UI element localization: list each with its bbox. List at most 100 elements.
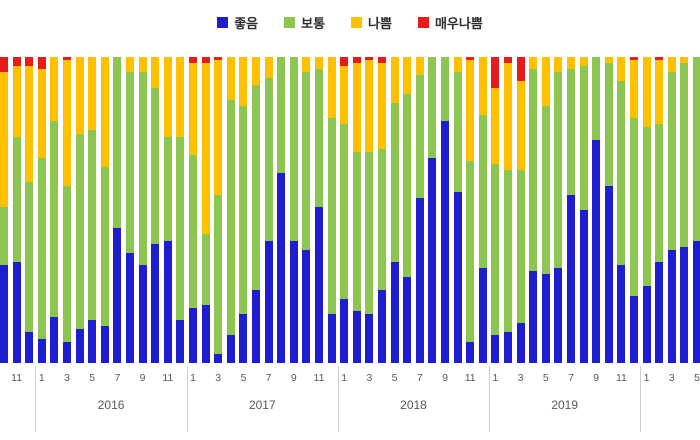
bar-2018-05 bbox=[390, 57, 399, 363]
segment-매우나쁨-2018-11 bbox=[466, 57, 475, 61]
segment-나쁨-2019-11 bbox=[617, 57, 626, 82]
segment-보통-2015-10 bbox=[0, 206, 8, 266]
bar-2018-12 bbox=[478, 57, 487, 363]
segment-보통-2018-02 bbox=[352, 151, 361, 311]
segment-나쁨-2017-01 bbox=[189, 63, 197, 155]
segment-나쁨-2016-06 bbox=[100, 57, 109, 168]
segment-좋음-2018-05 bbox=[390, 262, 399, 363]
bar-2016-02 bbox=[50, 57, 59, 363]
segment-좋음-2019-08 bbox=[579, 209, 588, 363]
segment-보통-2016-10 bbox=[151, 87, 160, 244]
segment-매우나쁨-2019-01 bbox=[491, 57, 500, 88]
segment-나쁨-2016-09 bbox=[138, 57, 147, 73]
segment-보통-2015-12 bbox=[25, 182, 34, 333]
bar-2018-10 bbox=[453, 57, 462, 363]
segment-좋음-2016-09 bbox=[138, 265, 147, 363]
segment-보통-2017-12 bbox=[327, 118, 336, 315]
x-tick-2016-11: 11 bbox=[162, 372, 174, 384]
segment-좋음-2018-09 bbox=[441, 121, 449, 363]
segment-보통-2019-02 bbox=[504, 170, 512, 333]
segment-나쁨-2016-10 bbox=[151, 57, 160, 88]
segment-좋음-2020-02 bbox=[655, 261, 664, 363]
segment-매우나쁨-2019-03 bbox=[516, 57, 525, 82]
segment-나쁨-2016-12 bbox=[176, 57, 185, 137]
segment-나쁨-2018-10 bbox=[453, 57, 462, 73]
segment-좋음-2018-01 bbox=[340, 298, 349, 363]
segment-나쁨-2018-06 bbox=[403, 57, 412, 94]
segment-나쁨-2015-10 bbox=[0, 72, 8, 207]
segment-좋음-2018-11 bbox=[466, 341, 475, 363]
segment-매우나쁨-2019-12 bbox=[630, 57, 638, 61]
chart-plot bbox=[0, 57, 700, 363]
segment-보통-2016-04 bbox=[75, 133, 84, 330]
bar-2017-01 bbox=[189, 57, 197, 363]
segment-보통-2017-10 bbox=[302, 72, 311, 250]
year-label-2019: 2019 bbox=[551, 398, 579, 412]
segment-좋음-2018-08 bbox=[428, 157, 437, 363]
legend-item-1: 보통 bbox=[284, 13, 325, 32]
legend-label: 나쁨 bbox=[368, 16, 392, 31]
segment-보통-2018-11 bbox=[466, 161, 475, 342]
segment-보통-2020-04 bbox=[680, 63, 689, 247]
bar-2016-05 bbox=[88, 57, 97, 363]
segment-나쁨-2016-04 bbox=[75, 57, 84, 134]
segment-좋음-2018-02 bbox=[352, 310, 361, 363]
segment-좋음-2016-02 bbox=[50, 317, 59, 363]
segment-좋음-2019-06 bbox=[554, 268, 563, 363]
segment-보통-2016-12 bbox=[176, 136, 185, 321]
segment-보통-2019-04 bbox=[529, 69, 538, 272]
x-tick-2019-03: 3 bbox=[517, 372, 524, 384]
bar-2018-06 bbox=[403, 57, 412, 363]
segment-좋음-2019-04 bbox=[529, 271, 538, 363]
segment-매우나쁨-2018-03 bbox=[365, 57, 374, 61]
segment-좋음-2018-06 bbox=[403, 277, 412, 363]
segment-나쁨-2019-05 bbox=[541, 57, 550, 106]
segment-좋음-2017-01 bbox=[189, 307, 197, 363]
segment-매우나쁨-2015-10 bbox=[0, 57, 8, 73]
segment-나쁨-2015-11 bbox=[12, 66, 21, 137]
legend: 좋음 보통 나쁨 매우나쁨 bbox=[0, 13, 700, 32]
segment-매우나쁨-2020-02 bbox=[655, 57, 664, 61]
segment-보통-2016-01 bbox=[37, 157, 46, 339]
bar-2017-08 bbox=[277, 57, 286, 363]
segment-좋음-2019-03 bbox=[516, 323, 525, 363]
segment-나쁨-2016-08 bbox=[126, 57, 134, 73]
segment-나쁨-2020-01 bbox=[642, 57, 651, 128]
legend-swatch-icon bbox=[217, 17, 229, 28]
year-divider bbox=[337, 366, 339, 432]
bar-2016-07 bbox=[113, 57, 122, 363]
bar-2015-12 bbox=[25, 57, 34, 363]
legend-item-0: 좋음 bbox=[217, 13, 258, 32]
segment-나쁨-2018-01 bbox=[340, 66, 349, 125]
bar-2019-03 bbox=[516, 57, 525, 363]
segment-나쁨-2019-07 bbox=[567, 57, 575, 70]
segment-좋음-2016-08 bbox=[126, 252, 134, 363]
segment-나쁨-2016-01 bbox=[37, 69, 46, 158]
bar-2018-11 bbox=[466, 57, 475, 363]
x-tick-2018-03: 3 bbox=[366, 372, 373, 384]
segment-보통-2018-03 bbox=[365, 151, 374, 315]
bar-2017-10 bbox=[302, 57, 311, 363]
segment-나쁨-2018-07 bbox=[415, 57, 424, 76]
segment-나쁨-2017-03 bbox=[214, 60, 223, 195]
segment-매우나쁨-2018-01 bbox=[340, 57, 349, 67]
segment-보통-2018-08 bbox=[428, 57, 437, 158]
segment-보통-2019-11 bbox=[617, 81, 626, 266]
bar-2016-03 bbox=[63, 57, 71, 363]
bar-2015-10 bbox=[0, 57, 8, 363]
bar-2019-11 bbox=[617, 57, 626, 363]
legend-label: 매우나쁨 bbox=[434, 16, 483, 31]
segment-나쁨-2019-03 bbox=[516, 81, 525, 171]
segment-보통-2016-09 bbox=[138, 72, 147, 266]
segment-나쁨-2016-11 bbox=[163, 57, 172, 137]
segment-보통-2019-10 bbox=[604, 63, 613, 186]
segment-나쁨-2018-05 bbox=[390, 57, 399, 103]
segment-나쁨-2019-06 bbox=[554, 57, 563, 73]
segment-나쁨-2018-12 bbox=[478, 57, 487, 116]
bar-2016-10 bbox=[151, 57, 160, 363]
bar-2018-02 bbox=[352, 57, 361, 363]
x-tick-2019-07: 7 bbox=[568, 372, 574, 384]
x-tick-2020-01: 1 bbox=[643, 372, 650, 384]
year-label-2018: 2018 bbox=[400, 398, 427, 412]
segment-나쁨-2019-02 bbox=[504, 63, 512, 171]
